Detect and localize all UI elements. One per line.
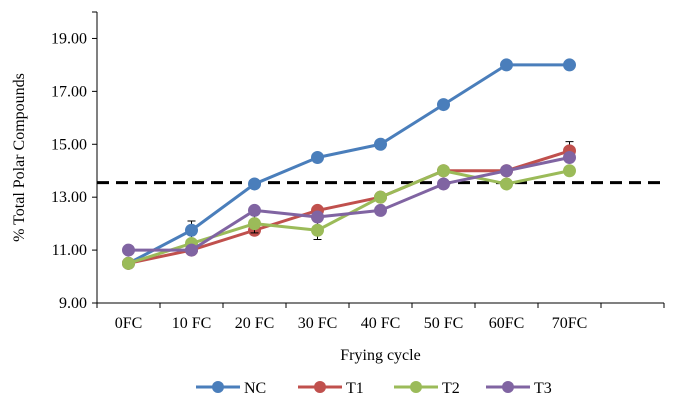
data-point-t3 (248, 203, 261, 217)
data-point-t3 (500, 164, 513, 178)
legend: NC T1 T2 T3 (196, 380, 552, 397)
legend-marker (410, 381, 422, 393)
data-point-t3 (374, 203, 387, 217)
axes-layer: 9.00 11.00 13.00 15.00 17.00 19.00 0FC 10 FC 20 … (51, 11, 665, 332)
legend-marker (314, 381, 326, 393)
y-tick-label: 9.00 (59, 295, 87, 312)
data-point-t2 (311, 223, 324, 237)
x-tick-label: 40 FC (361, 315, 401, 332)
x-axis-label: Frying cycle (340, 347, 420, 364)
data-point-nc (185, 223, 198, 237)
legend-marker (212, 381, 224, 393)
series-nc (122, 58, 576, 270)
data-point-t2 (122, 256, 135, 270)
data-point-t2 (374, 190, 387, 204)
data-point-nc (248, 177, 261, 191)
legend-item-t3: T3 (486, 380, 552, 397)
x-tick-label: 0FC (115, 315, 143, 332)
y-axis-label: % Total Polar Compounds (11, 73, 28, 242)
legend-item-nc: NC (196, 380, 266, 397)
x-tick-label: 20 FC (235, 315, 275, 332)
series-line-t1 (128, 149, 570, 265)
data-point-nc (563, 58, 576, 72)
data-point-t2 (500, 177, 513, 191)
data-point-t2 (248, 217, 261, 231)
data-point-t2 (563, 164, 576, 178)
y-tick-label: 11.00 (52, 242, 87, 259)
series-line-t3 (128, 156, 570, 252)
x-tick-label: 30 FC (298, 315, 338, 332)
data-point-nc (374, 137, 387, 151)
legend-item-t2: T2 (394, 380, 460, 397)
y-tick-label: 15.00 (51, 136, 87, 153)
x-tick-label: 10 FC (172, 315, 212, 332)
series-layer (122, 58, 576, 270)
legend-marker (502, 381, 514, 393)
y-tick-label: 17.00 (51, 83, 87, 100)
series-line-nc (127, 63, 570, 265)
y-tick-label: 19.00 (51, 30, 87, 47)
x-tick-label: 70FC (552, 315, 588, 332)
data-point-t2 (437, 164, 450, 178)
data-point-t3 (311, 210, 324, 224)
legend-label: T1 (346, 380, 364, 397)
data-point-t3 (563, 151, 576, 164)
series-t3 (122, 151, 576, 257)
y-tick-label: 13.00 (51, 189, 87, 206)
legend-label: T3 (534, 380, 552, 397)
data-point-t3 (122, 243, 135, 257)
data-point-t3 (437, 177, 450, 191)
x-tick-label: 50 FC (424, 315, 464, 332)
legend-label: NC (244, 380, 266, 397)
data-point-t3 (185, 243, 198, 257)
legend-label: T2 (442, 380, 460, 397)
data-point-nc (311, 151, 324, 164)
x-tick-label: 60FC (489, 315, 525, 332)
data-point-nc (500, 58, 513, 72)
legend-item-t1: T1 (298, 380, 364, 397)
data-point-nc (437, 98, 450, 112)
